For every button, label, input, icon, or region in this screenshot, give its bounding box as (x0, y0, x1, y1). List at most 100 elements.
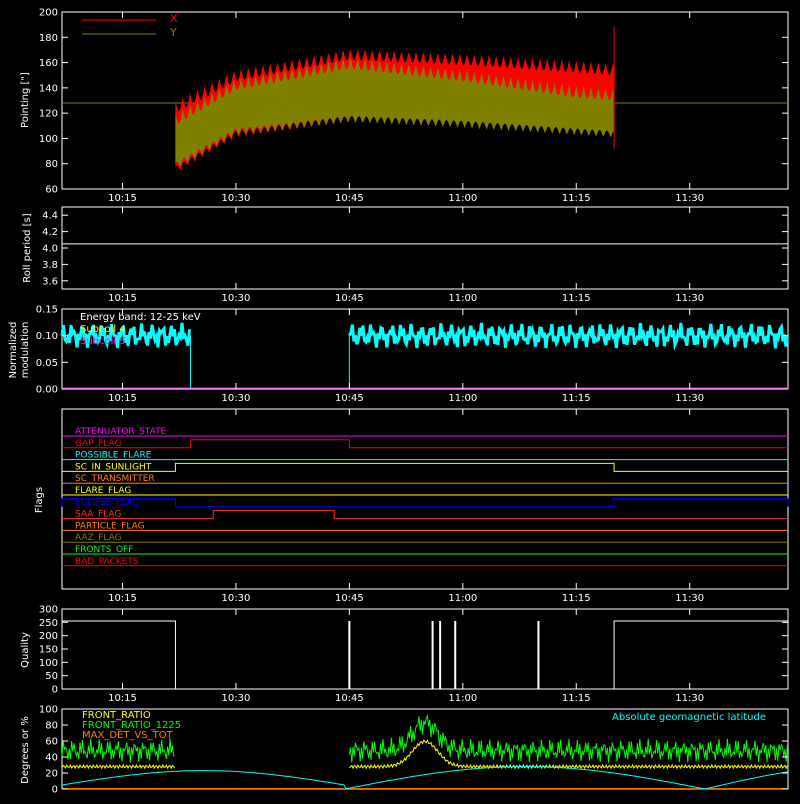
x-tick-label: 11:15 (562, 393, 591, 404)
flag-label: FRONTS_OFF (75, 545, 133, 555)
y-tick-label: 0.05 (36, 358, 58, 369)
x-tick-label: 10:45 (335, 593, 364, 604)
flags-x-ticks: 10:15 10:30 10:45 11:00 11:15 11:30 (108, 409, 704, 604)
modulation-ylabel-line2: modulation (20, 322, 31, 379)
flag-label: ATTENUATOR_STATE (75, 427, 167, 437)
x-tick-label: 10:15 (108, 593, 137, 604)
pointing-frame (61, 11, 789, 190)
x-tick-label: 11:15 (562, 593, 591, 604)
roll-panel: 3.6 3.8 4.0 4.2 4.4 10:15 10:30 10:45 11:00 11:1… (22, 206, 789, 304)
y-tick-label: 140 (39, 83, 58, 94)
x-tick-label: 10:15 (108, 393, 137, 404)
y-tick-label: 40 (45, 753, 58, 764)
modulation-panel: 0.00 0.05 0.10 0.15 10:15 10:30 10:45 11:00 11:… (8, 305, 789, 404)
front-ratio-1225-trace (61, 738, 175, 763)
legend-front-ratio-1225: FRONT_RATIO_1225 (82, 720, 181, 731)
quality-data (62, 620, 788, 690)
y-tick-label: 20 (45, 769, 58, 780)
energy-band-annotation: Energy band: 12-25 keV (80, 312, 201, 323)
geomag-latitude-trace (61, 766, 789, 790)
flag-trace (62, 462, 788, 472)
front-ratio-trace (61, 763, 176, 770)
modulation-trace (60, 322, 191, 350)
y-tick-label: 50 (45, 671, 58, 682)
flag-label: ECLIPSE_FLAG (75, 498, 139, 508)
x-tick-label: 11:30 (675, 193, 704, 204)
legend-y-label: Y (169, 26, 177, 39)
y-tick-label: 0 (52, 785, 58, 796)
x-tick-label: 11:30 (675, 393, 704, 404)
flag-label: PARTICLE_FLAG (75, 521, 145, 531)
flag-label: SAA_FLAG (75, 510, 121, 520)
flag-label: AAZ_FLAG (75, 533, 122, 543)
pointing-y-ticks: 60 80 100 120 140 160 180 200 (39, 8, 788, 196)
x-tick-label: 11:30 (675, 593, 704, 604)
x-tick-label: 11:00 (448, 393, 477, 404)
y-tick-label: 100 (39, 705, 58, 716)
front-ratio-1225-trace (348, 714, 788, 763)
geomag-latitude-label: Absolute geomagnetic latitude (612, 712, 766, 723)
flag-label: SC_TRANSMITTER (75, 474, 155, 484)
y-tick-label: 160 (39, 58, 58, 69)
y-tick-label: 150 (39, 645, 58, 656)
roll-ylabel: Roll period [s] (22, 213, 33, 282)
y-tick-label: 0 (52, 685, 58, 696)
ratios-data (61, 714, 789, 790)
pointing-data (62, 27, 788, 170)
pointing-x-ticks: 10:15 10:30 10:45 11:00 11:15 11:30 (108, 12, 704, 204)
ratios-y-ticks: 0 20 40 60 80 100 (39, 705, 788, 796)
x-tick-label: 10:45 (335, 693, 364, 704)
y-tick-label: 100 (39, 658, 58, 669)
quality-ylabel: Quality (20, 632, 31, 668)
x-tick-label: 11:15 (562, 193, 591, 204)
modulation-x-ticks: 10:15 10:30 10:45 11:00 11:15 11:30 (108, 309, 704, 404)
flag-label: BAD_PACKETS (75, 557, 139, 567)
flag-label: POSSIBLE_FLARE (75, 451, 152, 461)
y-tick-label: 4.2 (42, 227, 58, 238)
x-tick-label: 10:30 (222, 193, 251, 204)
y-tick-label: 0.00 (36, 385, 58, 396)
legend-subcoll-4: Subcoll 4 (80, 324, 126, 335)
flags-data: ATTENUATOR_STATEGAP_FLAGPOSSIBLE_FLARESC… (61, 427, 789, 567)
x-tick-label: 10:30 (222, 593, 251, 604)
x-tick-label: 10:15 (108, 693, 137, 704)
flag-label: SC_IN_SUNLIGHT (75, 462, 152, 472)
roll-frame (61, 206, 789, 290)
y-tick-label: 120 (39, 109, 58, 120)
legend-front-ratio: FRONT_RATIO (82, 710, 151, 721)
modulation-ylabel-line1: Normalized (8, 322, 19, 379)
modulation-trace (348, 322, 789, 351)
pointing-panel: 60 80 100 120 140 160 180 200 10:15 10:30 10:45 11… (20, 8, 789, 204)
x-tick-label: 10:30 (222, 293, 251, 304)
modulation-frame (61, 308, 789, 390)
x-tick-label: 10:15 (108, 293, 137, 304)
x-tick-label: 11:15 (562, 293, 591, 304)
y-tick-label: 200 (39, 631, 58, 642)
front-ratio-trace (349, 738, 788, 770)
x-tick-label: 10:15 (108, 193, 137, 204)
legend-x-label: X (170, 12, 178, 25)
x-tick-label: 11:00 (448, 193, 477, 204)
flags-panel: ATTENUATOR_STATEGAP_FLAGPOSSIBLE_FLARESC… (34, 408, 789, 604)
y-tick-label: 0.10 (36, 331, 58, 342)
flag-trace (62, 510, 788, 520)
flags-ylabel: Flags (34, 487, 45, 513)
x-tick-label: 10:30 (222, 693, 251, 704)
pointing-ylabel: Pointing ["] (20, 72, 31, 128)
x-tick-label: 11:00 (448, 593, 477, 604)
quality-y-ticks: 0 50 100 150 200 250 300 (39, 605, 788, 696)
modulation-y-ticks: 0.00 0.05 0.10 0.15 (36, 305, 788, 396)
x-tick-label: 10:30 (222, 393, 251, 404)
y-tick-label: 250 (39, 618, 58, 629)
ratios-panel: 0 20 40 60 80 100 Degrees or % FRONT_RATIO FR… (20, 705, 789, 796)
y-tick-label: 180 (39, 33, 58, 44)
y-tick-label: 3.6 (42, 276, 58, 287)
flag-label: GAP_FLAG (75, 439, 121, 449)
x-tick-label: 10:45 (335, 293, 364, 304)
x-tick-label: 11:30 (675, 693, 704, 704)
x-tick-label: 11:00 (448, 293, 477, 304)
flag-trace (62, 439, 788, 449)
pointing-band-y (175, 59, 615, 167)
y-tick-label: 200 (39, 8, 58, 19)
